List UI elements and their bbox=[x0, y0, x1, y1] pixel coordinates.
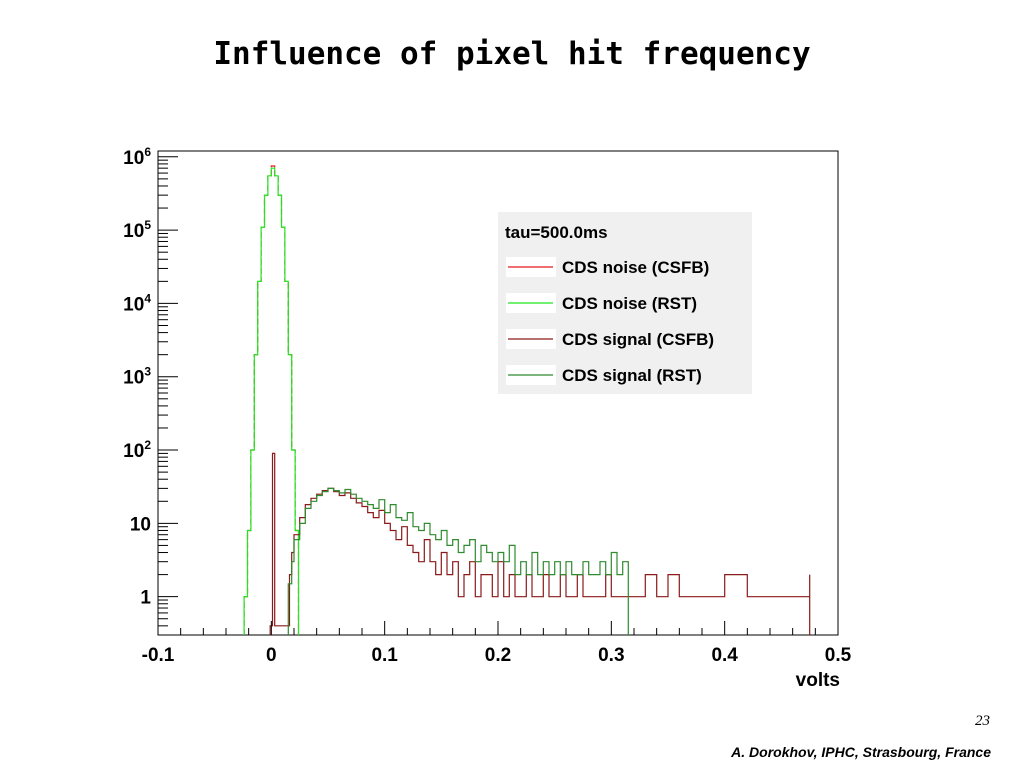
slide-title: Influence of pixel hit frequency bbox=[213, 36, 811, 72]
x-tick-label: -0.1 bbox=[142, 645, 175, 666]
x-axis-label: volts bbox=[796, 670, 840, 691]
legend-entry-label: CDS signal (CSFB) bbox=[562, 330, 714, 349]
legend-entry-label: CDS noise (CSFB) bbox=[562, 258, 709, 277]
series-line-4 bbox=[287, 487, 629, 635]
y-tick-label: 104 bbox=[123, 291, 151, 315]
footer-credit: A. Dorokhov, IPHC, Strasbourg, France bbox=[731, 744, 991, 760]
page-number: 23 bbox=[975, 713, 990, 729]
series-layer bbox=[243, 165, 811, 635]
series-line-1 bbox=[243, 165, 300, 635]
y-tick-label: 105 bbox=[123, 218, 151, 242]
legend: tau=500.0ms CDS noise (CSFB) CDS noise (R… bbox=[498, 212, 752, 394]
x-tick-label: 0.3 bbox=[598, 645, 624, 666]
series-line-2 bbox=[243, 167, 300, 635]
legend-header: tau=500.0ms bbox=[505, 223, 608, 242]
y-tick-label: 102 bbox=[123, 438, 151, 462]
y-tick-label: 106 bbox=[123, 145, 151, 169]
x-tick-label: 0 bbox=[266, 645, 277, 666]
x-tick-label: 0.2 bbox=[485, 645, 511, 666]
x-tick-label: 0.5 bbox=[825, 645, 852, 666]
y-tick-label: 10 bbox=[130, 514, 151, 535]
x-tick-label: 0.1 bbox=[371, 645, 398, 666]
y-tick-label: 1 bbox=[140, 588, 151, 609]
axis-layer: -0.1 0 0.1 0.2 0.3 0.4 0.5 1 10 102 103 104 105 106 bbox=[123, 145, 851, 666]
series-line-3 bbox=[269, 452, 811, 635]
y-tick-label: 103 bbox=[123, 365, 151, 389]
x-tick-label: 0.4 bbox=[711, 645, 738, 666]
legend-entry-label: CDS signal (RST) bbox=[562, 366, 702, 385]
legend-entry-label: CDS noise (RST) bbox=[562, 294, 697, 313]
